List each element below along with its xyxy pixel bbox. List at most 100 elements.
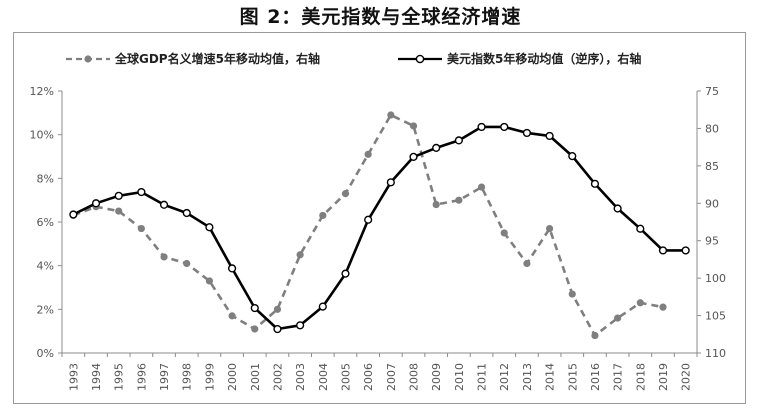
series-1-point	[432, 143, 441, 152]
series-0-line	[72, 113, 664, 337]
series-1-point	[545, 131, 554, 141]
series-1-point	[341, 269, 350, 278]
x-tick-label: 2017	[612, 363, 625, 391]
series-1-point	[227, 264, 237, 273]
x-tick-label: 2002	[271, 363, 284, 391]
series-0-point	[409, 122, 418, 130]
series-0-point	[273, 305, 282, 313]
x-tick-label: 1993	[67, 363, 80, 391]
legend: 全球GDP名义增速5年移动均值，右轴 美元指数5年移动均值（逆序），右轴	[66, 51, 641, 66]
series-0-point	[387, 111, 395, 119]
series-0-point	[341, 190, 350, 198]
y-right-tick-label: 90	[705, 197, 719, 210]
x-tick-label: 2009	[430, 363, 443, 391]
series-1-point	[205, 223, 214, 232]
y-right-tick-label: 75	[705, 85, 719, 98]
x-tick-label: 2013	[521, 363, 534, 391]
y-right-tick-label: 105	[705, 310, 726, 323]
series-0-point	[545, 224, 554, 233]
axes: 0% 2% 4% 6% 8% 10% 12% 75 80 85 90 95 100 105 110 1993 1…	[30, 85, 726, 391]
series-1-point	[364, 215, 373, 224]
series-0-point	[115, 207, 123, 215]
series-1-point	[273, 324, 282, 334]
series-1-point	[658, 246, 668, 255]
chart-title: 图 2：美元指数与全球经济增速	[239, 6, 522, 28]
x-tick-label: 2003	[294, 363, 307, 391]
series-1-line	[72, 125, 686, 331]
x-tick-label: 1998	[181, 363, 194, 391]
x-tick-label: 2019	[657, 363, 670, 391]
y-left-tick-label: 2%	[37, 303, 54, 316]
series-1-point	[522, 128, 532, 138]
y-left-tick-label: 0%	[37, 347, 54, 360]
x-tick-label: 2005	[339, 363, 352, 391]
series-1-point	[91, 199, 101, 208]
line-chart: 全球GDP名义增速5年移动均值，右轴 美元指数5年移动均值（逆序），右轴 0% 2…	[30, 51, 726, 391]
series-0-point	[160, 253, 168, 261]
series-0-point	[614, 314, 622, 322]
series-0-point	[568, 290, 576, 298]
x-tick-label: 2018	[634, 363, 647, 391]
series-1-point	[114, 191, 123, 200]
y-right-tick-label: 80	[705, 122, 719, 135]
x-tick-label: 2010	[453, 363, 466, 391]
x-tick-label: 2000	[226, 363, 239, 391]
x-tick-label: 1995	[113, 363, 126, 391]
series-1-point	[137, 187, 146, 197]
series-0-point	[477, 183, 486, 191]
x-tick-label: 1996	[135, 363, 148, 391]
y-left-tick-label: 8%	[37, 172, 54, 185]
series-0-point	[228, 312, 236, 320]
series-1-point	[386, 178, 395, 187]
x-tick-label: 2012	[498, 363, 511, 391]
x-tick-label: 2016	[589, 363, 602, 391]
x-tick-label: 2004	[317, 363, 330, 391]
series-0-point	[205, 277, 214, 285]
x-tick-label: 1999	[203, 363, 216, 391]
x-tick-label: 2008	[408, 363, 421, 391]
series-0-point	[432, 200, 440, 209]
series-1-point	[159, 200, 169, 209]
series-0-point	[364, 150, 372, 158]
series-1-point	[500, 122, 509, 132]
series-1-point	[318, 302, 327, 311]
series-1-point	[636, 224, 645, 233]
series-0-point	[296, 251, 304, 259]
x-tick-label: 2015	[566, 363, 579, 391]
x-tick-label: 2006	[362, 363, 375, 391]
legend-dxy-label: 美元指数5年移动均值（逆序），右轴	[447, 51, 641, 66]
legend-gdp-label: 全球GDP名义增速5年移动均值，右轴	[114, 51, 320, 66]
series-0-point	[636, 299, 644, 307]
y-right-tick-label: 100	[705, 272, 726, 285]
chart-frame: 全球GDP名义增速5年移动均值，右轴 美元指数5年移动均值（逆序），右轴 0% 2…	[13, 32, 746, 404]
series-1-point	[477, 122, 486, 132]
x-tick-label: 2011	[476, 363, 489, 391]
series-0-point	[591, 331, 599, 340]
x-tick-label: 1994	[90, 363, 103, 391]
series-0-point	[659, 303, 667, 311]
series-0-point	[251, 325, 259, 333]
series-1-point	[613, 204, 622, 213]
y-right-tick-label: 85	[705, 160, 719, 173]
y-right-tick-label: 110	[705, 347, 726, 360]
series-0-point	[183, 259, 191, 268]
series-1-point	[182, 208, 191, 218]
series-0-point	[319, 211, 327, 220]
x-tick-label: 2014	[544, 363, 557, 391]
series-1-point	[568, 152, 577, 161]
legend-gdp-marker	[84, 55, 92, 63]
series-1-point	[590, 179, 600, 188]
x-tick-label: 1997	[158, 363, 171, 391]
y-right-tick-label: 95	[705, 235, 719, 248]
series-0-point	[523, 259, 531, 268]
series-1-point	[681, 246, 690, 255]
y-left-tick-label: 6%	[37, 216, 54, 229]
series-1-point	[69, 210, 78, 219]
y-left-tick-label: 4%	[37, 260, 54, 273]
series-0-point	[500, 229, 508, 237]
series-1-point	[454, 136, 463, 145]
series-0-point	[455, 196, 463, 204]
x-tick-label: 2001	[249, 363, 262, 391]
x-tick-label: 2007	[385, 363, 398, 391]
legend-dxy-marker	[415, 54, 425, 64]
